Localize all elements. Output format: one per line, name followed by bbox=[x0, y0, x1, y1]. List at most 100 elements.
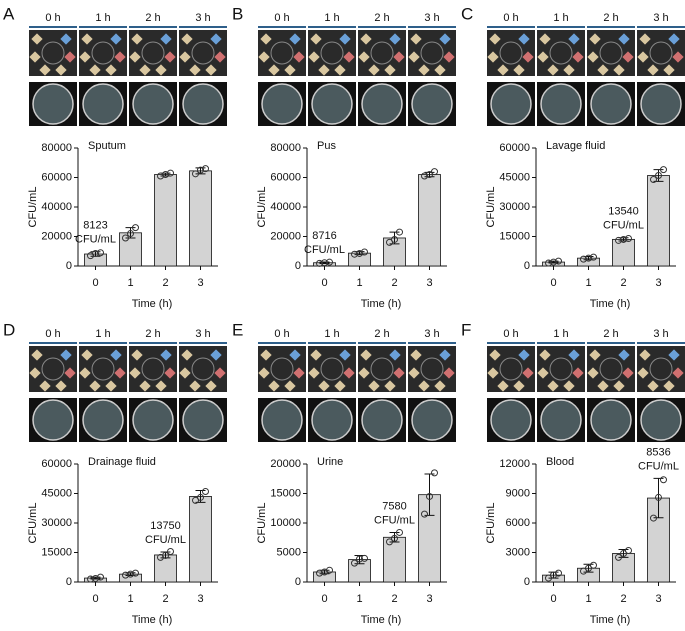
x-axis-label: Time (h) bbox=[361, 298, 402, 310]
y-axis-label: CFU/mL bbox=[27, 187, 39, 228]
data-point bbox=[351, 559, 358, 567]
annotation: CFU/mL bbox=[638, 460, 679, 472]
data-point bbox=[545, 259, 552, 267]
x-tick-label: 2 bbox=[620, 277, 626, 289]
chip-pad bbox=[310, 349, 322, 361]
chip-pad bbox=[668, 349, 680, 361]
label-rule bbox=[358, 342, 406, 344]
data-point bbox=[615, 236, 622, 244]
chip-pad bbox=[408, 51, 420, 63]
chip-pad bbox=[260, 349, 272, 361]
chip-pad bbox=[284, 380, 296, 392]
y-tick-label: 80000 bbox=[41, 142, 72, 154]
chip-pad bbox=[310, 33, 322, 45]
chip-pad bbox=[339, 33, 351, 45]
data-point bbox=[202, 488, 209, 496]
annotation: CFU/mL bbox=[304, 244, 345, 256]
label-rule bbox=[129, 342, 177, 344]
x-tick-label: 0 bbox=[321, 277, 327, 289]
image-label: 3 h bbox=[424, 328, 439, 340]
annotation: CFU/mL bbox=[145, 534, 186, 546]
y-tick-label: 60000 bbox=[41, 458, 72, 470]
annotation: 8716 bbox=[312, 230, 336, 242]
chart-title: Pus bbox=[317, 140, 336, 152]
chip-pad bbox=[513, 380, 525, 392]
chip-pad bbox=[64, 51, 76, 63]
chip-pad bbox=[39, 380, 51, 392]
chip-pad bbox=[60, 33, 72, 45]
bar bbox=[154, 174, 177, 267]
data-point bbox=[316, 259, 323, 267]
x-axis-label: Time (h) bbox=[132, 614, 173, 626]
data-point bbox=[421, 172, 428, 180]
bar bbox=[189, 170, 212, 267]
chip-pad bbox=[518, 349, 530, 361]
chip-pad bbox=[214, 367, 226, 379]
chip-pad bbox=[55, 64, 67, 76]
x-tick-label: 0 bbox=[321, 593, 327, 605]
y-tick-label: 15000 bbox=[270, 487, 301, 499]
data-point bbox=[625, 547, 632, 555]
chip-pad bbox=[672, 367, 684, 379]
y-axis-label: CFU/mL bbox=[485, 503, 497, 544]
chip-pad bbox=[139, 380, 151, 392]
panel-letter: C bbox=[461, 4, 473, 23]
chip-pad bbox=[587, 51, 599, 63]
x-tick-label: 3 bbox=[197, 593, 203, 605]
chip-ring bbox=[91, 41, 115, 65]
y-tick-label: 5000 bbox=[277, 546, 301, 558]
data-point bbox=[660, 166, 667, 174]
y-axis-label: CFU/mL bbox=[485, 187, 497, 228]
y-tick-label: 0 bbox=[295, 260, 301, 272]
chip-pad bbox=[618, 33, 630, 45]
annotation: 8536 bbox=[646, 446, 670, 458]
x-tick-label: 3 bbox=[426, 593, 432, 605]
chip-pad bbox=[360, 349, 372, 361]
y-tick-label: 6000 bbox=[506, 517, 530, 529]
label-rule bbox=[29, 26, 77, 28]
image-label: 2 h bbox=[374, 12, 389, 24]
x-tick-label: 3 bbox=[197, 277, 203, 289]
label-rule bbox=[637, 342, 685, 344]
chip-pad bbox=[522, 367, 534, 379]
chip-ring bbox=[499, 41, 523, 65]
chip-pad bbox=[439, 349, 451, 361]
image-label: 3 h bbox=[424, 12, 439, 24]
data-point bbox=[391, 235, 398, 243]
bar bbox=[612, 238, 635, 267]
data-point bbox=[326, 258, 333, 266]
label-rule bbox=[179, 342, 227, 344]
plate bbox=[590, 83, 632, 125]
plate bbox=[361, 83, 403, 125]
chip-pad bbox=[360, 33, 372, 45]
data-point bbox=[202, 165, 209, 173]
panel-letter: F bbox=[461, 320, 471, 339]
data-point bbox=[580, 567, 587, 575]
x-tick-label: 1 bbox=[356, 277, 362, 289]
label-rule bbox=[258, 26, 306, 28]
chip-ring bbox=[599, 41, 623, 65]
y-tick-label: 12000 bbox=[499, 458, 530, 470]
x-tick-label: 3 bbox=[426, 277, 432, 289]
chart-title: Urine bbox=[317, 456, 343, 468]
chip-pad bbox=[343, 367, 355, 379]
chip-pad bbox=[547, 380, 559, 392]
y-tick-label: 0 bbox=[524, 576, 530, 588]
x-axis-label: Time (h) bbox=[132, 298, 173, 310]
chip-pad bbox=[663, 380, 675, 392]
data-point bbox=[386, 538, 393, 546]
data-point bbox=[356, 249, 363, 257]
chip-pad bbox=[155, 380, 167, 392]
data-point bbox=[625, 234, 632, 242]
x-tick-label: 1 bbox=[127, 593, 133, 605]
chip-pad bbox=[408, 367, 420, 379]
y-tick-label: 20000 bbox=[41, 230, 72, 242]
data-point bbox=[127, 570, 134, 578]
chip-pad bbox=[179, 51, 191, 63]
chip-ring bbox=[41, 357, 65, 381]
label-rule bbox=[408, 342, 456, 344]
chip-pad bbox=[308, 51, 320, 63]
label-rule bbox=[587, 342, 635, 344]
image-label: 0 h bbox=[274, 12, 289, 24]
data-point bbox=[660, 476, 667, 484]
